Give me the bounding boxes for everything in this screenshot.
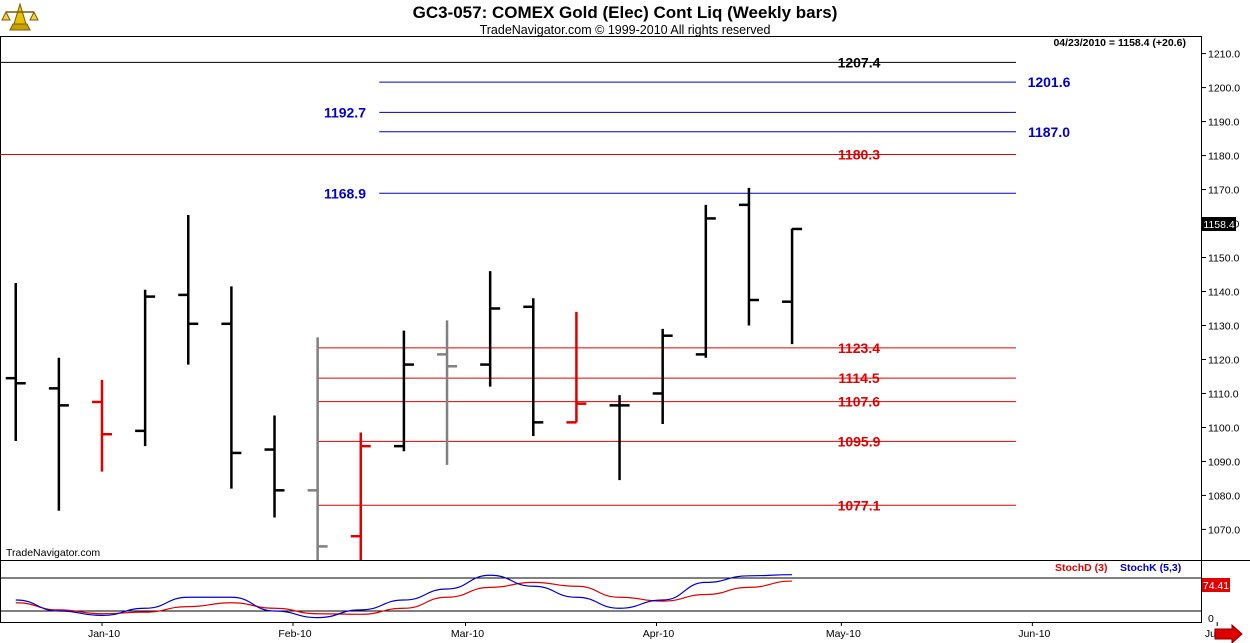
ohlc-bar-16 [695, 204, 716, 358]
ohlc-bar-17 [738, 187, 759, 326]
legend-stochd: StochD (3) [1055, 562, 1108, 574]
last-price-box [1202, 217, 1236, 231]
x-tick-label-0: Jan-10 [88, 628, 120, 640]
x-tick-label-4: May-10 [826, 628, 861, 640]
ohlc-bar-8 [350, 432, 371, 560]
y-tick-label-8: 1150.0 [1208, 253, 1239, 265]
scroll-right-arrow-icon[interactable] [1214, 623, 1243, 643]
ohlc-bar-2 [92, 379, 112, 472]
y-tick-label-11: 1180.0 [1208, 151, 1239, 163]
level-label-3: 1187.0 [1028, 124, 1070, 140]
stochastic-panel [0, 574, 1202, 619]
price-bars [5, 187, 803, 560]
watermark: TradeNavigator.com [6, 547, 100, 559]
y-tick-label-2: 1090.0 [1208, 456, 1240, 468]
level-label-8: 1107.6 [838, 394, 880, 410]
stochd-line [15, 580, 793, 615]
last-price-label: 1158.4 [1203, 219, 1234, 231]
ohlc-bar-14 [609, 395, 630, 481]
ohlc-bar-3 [135, 289, 156, 447]
ohlc-bar-15 [652, 328, 673, 425]
y-tick-label-7: 1140.0 [1208, 287, 1239, 299]
x-tick-label-3: Apr-10 [643, 628, 675, 640]
date-axis: Jan-10Feb-10Mar-10Apr-10May-10Jun-10Jul-… [88, 622, 1234, 640]
ohlc-bar-4 [178, 215, 199, 365]
level-label-0: 1207.4 [838, 54, 881, 70]
chart-title: GC3-057: COMEX Gold (Elec) Cont Liq (Wee… [413, 3, 838, 22]
level-label-1: 1201.6 [1028, 74, 1071, 90]
y-tick-label-12: 1190.0 [1208, 117, 1239, 129]
ohlc-bar-5 [221, 286, 242, 489]
ohlc-bar-10 [437, 320, 458, 465]
plot-frame [0, 36, 1202, 623]
level-lines: 1207.4 1201.6 1192.7 1187.0 1180.3 1168.9 1123… [0, 54, 1071, 513]
price-axis: 1070.0 1080.0 1090.0 1100.0 1110.0 1120.0 1130… [1202, 49, 1240, 536]
ohlc-bar-1 [48, 357, 69, 511]
ohlc-bar-11 [480, 271, 501, 387]
y-tick-label-5: 1120.0 [1208, 354, 1239, 366]
ohlc-bar-13 [566, 311, 587, 424]
y-tick-label-0: 1070.0 [1208, 524, 1240, 536]
stochk-line [15, 574, 793, 619]
stoch-value-label: 74.41 [1203, 580, 1229, 592]
level-label-6: 1123.4 [838, 340, 880, 356]
level-label-7: 1114.5 [838, 370, 879, 386]
ohlc-bar-7 [307, 337, 328, 560]
ohlc-bar-0 [5, 283, 26, 442]
y-tick-label-14: 1210.0 [1208, 49, 1240, 61]
y-tick-label-10: 1170.0 [1208, 185, 1239, 197]
y-tick-label-6: 1130.0 [1208, 320, 1239, 332]
ohlc-bar-18 [782, 227, 803, 345]
logo-icon [1, 2, 39, 31]
y-tick-label-4: 1110.0 [1208, 388, 1239, 400]
level-label-5: 1168.9 [324, 185, 366, 201]
level-label-10: 1077.1 [838, 497, 881, 513]
chart-subtitle: TradeNavigator.com © 1999-2010 All right… [480, 23, 771, 37]
level-label-2: 1192.7 [324, 104, 366, 120]
x-tick-label-2: Mar-10 [451, 628, 484, 640]
y-tick-label-13: 1200.0 [1208, 83, 1240, 95]
y-tick-label-3: 1100.0 [1208, 422, 1239, 434]
ohlc-bar-9 [393, 330, 414, 452]
y-tick-label-1: 1080.0 [1208, 490, 1240, 502]
x-tick-label-1: Feb-10 [278, 628, 311, 640]
ohlc-bar-6 [264, 415, 285, 518]
stoch-value-box [1202, 578, 1230, 592]
legend-stochk: StochK (5,3) [1120, 562, 1181, 574]
ohlc-bar-12 [523, 298, 544, 436]
stoch-tick-0: 0 [1208, 613, 1214, 625]
level-label-4: 1180.3 [838, 147, 880, 163]
level-label-9: 1095.9 [838, 433, 881, 449]
x-tick-label-5: Jun-10 [1018, 628, 1050, 640]
status-readout: 04/23/2010 = 1158.4 (+20.6) [1053, 37, 1186, 49]
